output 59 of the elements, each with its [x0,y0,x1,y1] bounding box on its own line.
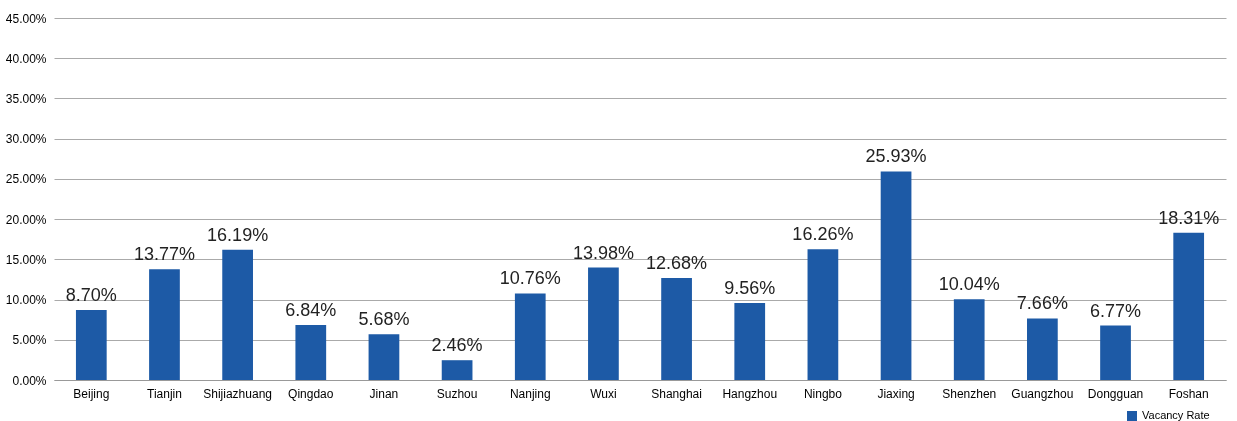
bar [734,303,766,380]
bar [588,267,619,380]
data-label: 2.46% [431,335,483,356]
bar [441,360,473,380]
x-tick-label: Qingdao [288,386,334,401]
y-tick-label: 30.00% [5,132,47,147]
bar [661,278,692,380]
data-label: 7.66% [1016,293,1068,314]
y-tick-label: 0.00% [12,373,47,388]
data-label: 18.31% [1158,207,1220,228]
y-tick-label: 20.00% [5,212,47,227]
y-tick-label: 10.00% [5,293,47,308]
x-tick-label: Guangzhou [1011,386,1074,401]
x-tick-label: Nanjing [509,386,551,401]
legend-label: Vacancy Rate [1142,409,1210,421]
x-tick-label: Suzhou [436,386,478,401]
data-label: 10.76% [499,268,561,289]
x-tick-label: Shijiazhuang [203,386,272,401]
x-tick-label: Hangzhou [722,386,778,401]
y-tick-label: 5.00% [12,333,47,348]
bar [1100,325,1131,380]
bar [75,310,107,380]
bar [953,299,985,380]
data-label: 16.26% [792,224,854,245]
data-label: 6.84% [285,299,337,320]
data-label: 12.68% [646,253,708,273]
data-label: 13.77% [133,244,195,265]
x-tick-label: Shanghai [651,386,702,401]
data-label: 8.70% [65,285,117,306]
bar [222,249,253,380]
data-label: 25.93% [865,146,927,167]
x-tick-label: Jiaxing [877,386,915,401]
bar [1027,318,1058,380]
x-tick-label: Wuxi [590,386,617,401]
data-label: 9.56% [724,278,776,299]
y-tick-label: 40.00% [5,51,47,66]
y-tick-label: 15.00% [5,252,47,267]
data-label: 6.77% [1090,300,1142,321]
bar [880,171,912,380]
bar [295,324,327,380]
y-tick-label: 35.00% [5,91,47,106]
x-tick-label: Jinan [369,386,399,401]
bar [514,293,546,380]
data-label: 16.19% [207,224,269,245]
x-tick-label: Ningbo [803,386,843,401]
data-label: 10.04% [938,274,1000,295]
x-tick-label: Tianjin [147,386,182,401]
x-tick-label: Foshan [1168,386,1209,401]
bar [149,269,180,380]
x-tick-label: Dongguan [1087,386,1144,401]
bar [1173,232,1205,380]
data-label: 13.98% [572,242,634,263]
x-tick-label: Shenzhen [942,386,997,401]
y-tick-label: 45.00% [5,11,47,26]
bar [807,249,839,380]
data-label: 5.68% [358,309,410,330]
x-tick-label: Beijing [73,386,110,401]
y-tick-label: 25.00% [5,172,47,187]
bar [368,334,400,380]
